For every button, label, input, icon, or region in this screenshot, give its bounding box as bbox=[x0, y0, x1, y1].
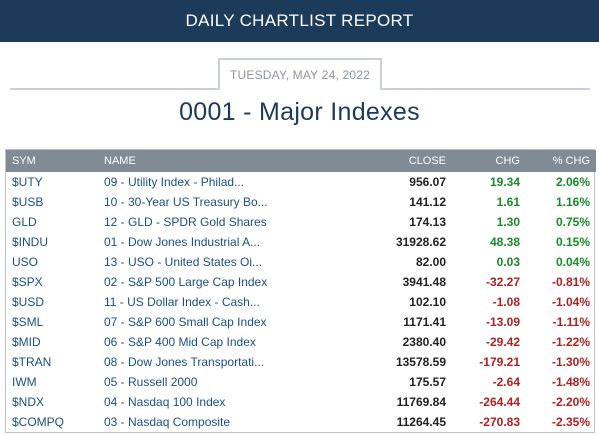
pct-change-value: -1.11% bbox=[552, 315, 590, 329]
symbol-link[interactable]: $UTY bbox=[12, 175, 43, 189]
name-link[interactable]: 06 - S&P 400 Mid Cap Index bbox=[104, 335, 256, 349]
pct-change-value: -2.20% bbox=[551, 395, 590, 409]
report-header: DAILY CHARTLIST REPORT bbox=[0, 0, 599, 42]
change-value: 1.61 bbox=[496, 195, 520, 209]
change-value: 19.34 bbox=[489, 175, 520, 189]
table-row[interactable]: USO 13 - USO - United States Oi... 82.00 0.… bbox=[6, 252, 596, 272]
table-header-row: SYM NAME CLOSE CHG % CHG bbox=[6, 150, 596, 172]
name-link[interactable]: 13 - USO - United States Oi... bbox=[104, 255, 263, 269]
pct-change-value: -0.81% bbox=[551, 275, 590, 289]
column-header-chg[interactable]: CHG bbox=[495, 155, 520, 167]
table-row[interactable]: $COMPQ 03 - Nasdaq Composite 11264.45 -270.… bbox=[6, 412, 596, 432]
change-value: 1.30 bbox=[496, 215, 520, 229]
change-value: 0.03 bbox=[496, 255, 520, 269]
change-value: -29.42 bbox=[485, 335, 520, 349]
report-header-title: DAILY CHARTLIST REPORT bbox=[185, 11, 414, 30]
table-row[interactable]: $SPX 02 - S&P 500 Large Cap Index 3941.48 -… bbox=[6, 272, 596, 292]
name-link[interactable]: 08 - Dow Jones Transportati... bbox=[104, 355, 265, 369]
name-link[interactable]: 04 - Nasdaq 100 Index bbox=[104, 395, 226, 409]
table-row[interactable]: IWM 05 - Russell 2000 175.57 -2.64 -1.48% bbox=[6, 372, 596, 392]
table-row[interactable]: GLD 12 - GLD - SPDR Gold Shares 174.13 1.30… bbox=[6, 212, 596, 232]
pct-change-value: -1.48% bbox=[551, 375, 590, 389]
pct-change-value: -2.35% bbox=[551, 415, 590, 429]
change-value: -1.08 bbox=[492, 295, 520, 309]
name-link[interactable]: 09 - Utility Index - Philad... bbox=[104, 175, 245, 189]
change-value: -179.21 bbox=[479, 355, 520, 369]
chartlist-title: 0001 - Major Indexes bbox=[179, 98, 420, 126]
chartlist-table: SYM NAME CLOSE CHG % CHG $UTY 09 - Utilit… bbox=[5, 149, 596, 433]
table-row[interactable]: $NDX 04 - Nasdaq 100 Index 11769.84 -264.44… bbox=[6, 392, 596, 412]
table-row[interactable]: $USD 11 - US Dollar Index - Cash... 102.10… bbox=[6, 292, 596, 312]
name-link[interactable]: 10 - 30-Year US Treasury Bo... bbox=[104, 195, 268, 209]
symbol-link[interactable]: $TRAN bbox=[12, 355, 52, 369]
close-value: 175.57 bbox=[409, 375, 446, 389]
date-section: TUESDAY, MAY 24, 2022 bbox=[10, 58, 590, 90]
close-value: 31928.62 bbox=[395, 235, 446, 249]
pct-change-value: 0.15% bbox=[555, 235, 590, 249]
table-row[interactable]: $USB 10 - 30-Year US Treasury Bo... 141.12… bbox=[6, 192, 596, 212]
name-link[interactable]: 03 - Nasdaq Composite bbox=[104, 415, 231, 429]
pct-change-value: 0.75% bbox=[555, 215, 590, 229]
column-header-pct-chg[interactable]: % CHG bbox=[552, 155, 590, 167]
change-value: 48.38 bbox=[489, 235, 520, 249]
symbol-link[interactable]: GLD bbox=[12, 215, 37, 229]
name-link[interactable]: 02 - S&P 500 Large Cap Index bbox=[104, 275, 268, 289]
name-link[interactable]: 07 - S&P 600 Small Cap Index bbox=[104, 315, 267, 329]
symbol-link[interactable]: $USD bbox=[12, 295, 45, 309]
change-value: -270.83 bbox=[479, 415, 520, 429]
close-value: 13578.59 bbox=[395, 355, 446, 369]
report-date: TUESDAY, MAY 24, 2022 bbox=[218, 58, 382, 90]
symbol-link[interactable]: $SML bbox=[12, 315, 44, 329]
column-header-sym[interactable]: SYM bbox=[12, 155, 36, 167]
pct-change-value: -1.04% bbox=[551, 295, 590, 309]
close-value: 11769.84 bbox=[396, 395, 446, 409]
symbol-link[interactable]: $MID bbox=[12, 335, 41, 349]
pct-change-value: 2.06% bbox=[555, 175, 590, 189]
name-link[interactable]: 01 - Dow Jones Industrial A... bbox=[104, 235, 261, 249]
close-value: 102.10 bbox=[409, 295, 446, 309]
close-value: 2380.40 bbox=[402, 335, 446, 349]
table-row[interactable]: $UTY 09 - Utility Index - Philad... 956.07… bbox=[6, 172, 596, 192]
table-row[interactable]: $SML 07 - S&P 600 Small Cap Index 1171.41 -… bbox=[6, 312, 596, 332]
pct-change-value: 1.16% bbox=[555, 195, 590, 209]
name-link[interactable]: 05 - Russell 2000 bbox=[104, 375, 198, 389]
close-value: 141.12 bbox=[409, 195, 446, 209]
symbol-link[interactable]: $INDU bbox=[12, 235, 49, 249]
change-value: -2.64 bbox=[492, 375, 520, 389]
column-header-name[interactable]: NAME bbox=[104, 155, 136, 167]
change-value: -264.44 bbox=[479, 395, 520, 409]
close-value: 174.13 bbox=[409, 215, 446, 229]
close-value: 956.07 bbox=[409, 175, 446, 189]
table-row[interactable]: $TRAN 08 - Dow Jones Transportati... 13578… bbox=[6, 352, 596, 372]
close-value: 11264.45 bbox=[396, 415, 446, 429]
close-value: 3941.48 bbox=[402, 275, 446, 289]
symbol-link[interactable]: $NDX bbox=[12, 395, 45, 409]
name-link[interactable]: 12 - GLD - SPDR Gold Shares bbox=[104, 215, 267, 229]
change-value: -32.27 bbox=[485, 275, 520, 289]
change-value: -13.09 bbox=[485, 315, 520, 329]
symbol-link[interactable]: USO bbox=[12, 255, 39, 269]
symbol-link[interactable]: $COMPQ bbox=[12, 415, 65, 429]
table-row[interactable]: $MID 06 - S&P 400 Mid Cap Index 2380.40 -29… bbox=[6, 332, 596, 352]
symbol-link[interactable]: $SPX bbox=[12, 275, 43, 289]
pct-change-value: -1.30% bbox=[551, 355, 590, 369]
symbol-link[interactable]: $USB bbox=[12, 195, 44, 209]
column-header-close[interactable]: CLOSE bbox=[408, 155, 446, 167]
pct-change-value: 0.04% bbox=[555, 255, 590, 269]
close-value: 1171.41 bbox=[403, 315, 446, 329]
pct-change-value: -1.22% bbox=[551, 335, 590, 349]
close-value: 82.00 bbox=[415, 255, 446, 269]
symbol-link[interactable]: IWM bbox=[12, 375, 37, 389]
name-link[interactable]: 11 - US Dollar Index - Cash... bbox=[104, 295, 260, 309]
table-row[interactable]: $INDU 01 - Dow Jones Industrial A... 31928… bbox=[6, 232, 596, 252]
